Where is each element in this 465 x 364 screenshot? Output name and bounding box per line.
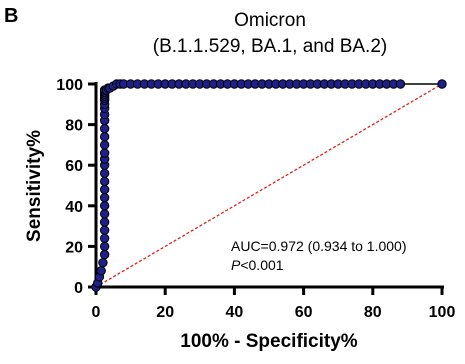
plot-area: 0 20 40 60 80 100 0 20 40 60 80 100 xyxy=(56,77,455,321)
p-italic: P xyxy=(231,257,241,273)
roc-point xyxy=(99,148,110,158)
reference-line xyxy=(95,83,443,288)
roc-point xyxy=(99,192,110,203)
x-tick-label: 60 xyxy=(295,304,313,321)
x-tick-label: 40 xyxy=(226,304,244,321)
roc-point xyxy=(99,176,110,187)
roc-point xyxy=(99,201,110,211)
chart-subtitle: (B.1.1.529, BA.1, and BA.2) xyxy=(153,36,387,57)
auc-annotation: AUC=0.972 (0.934 to 1.000) xyxy=(231,238,407,254)
y-tick-label: 100 xyxy=(56,77,83,94)
roc-point xyxy=(395,79,406,89)
roc-point xyxy=(99,249,110,260)
panel-label: B xyxy=(4,5,18,27)
y-tick-label: 20 xyxy=(65,239,83,256)
roc-point xyxy=(98,257,108,268)
p-value-annotation: P<0.001 xyxy=(231,257,284,273)
y-tick-label: 60 xyxy=(65,158,83,175)
y-tick-label: 0 xyxy=(74,280,83,297)
roc-point xyxy=(96,266,106,276)
x-tick-label: 20 xyxy=(156,304,174,321)
roc-point xyxy=(99,168,110,179)
y-tick-label: 40 xyxy=(65,199,83,216)
x-tick-label: 0 xyxy=(92,304,101,321)
chart-title: Omicron xyxy=(234,10,306,31)
roc-point xyxy=(99,209,110,219)
x-tick-label: 80 xyxy=(364,304,382,321)
roc-point xyxy=(99,225,110,235)
roc-point xyxy=(99,233,110,243)
y-axis-label: Sensitivity% xyxy=(24,130,45,242)
roc-point xyxy=(99,241,110,252)
y-tick-label: 80 xyxy=(65,118,83,135)
roc-point xyxy=(99,132,110,142)
roc-point xyxy=(99,184,110,195)
roc-point xyxy=(99,123,110,134)
x-axis-label: 100% - Specificity% xyxy=(180,331,358,352)
roc-point xyxy=(437,79,447,89)
x-tick-label: 100 xyxy=(429,304,456,321)
roc-point xyxy=(99,140,110,150)
p-value: <0.001 xyxy=(240,257,283,273)
roc-point xyxy=(99,217,110,227)
